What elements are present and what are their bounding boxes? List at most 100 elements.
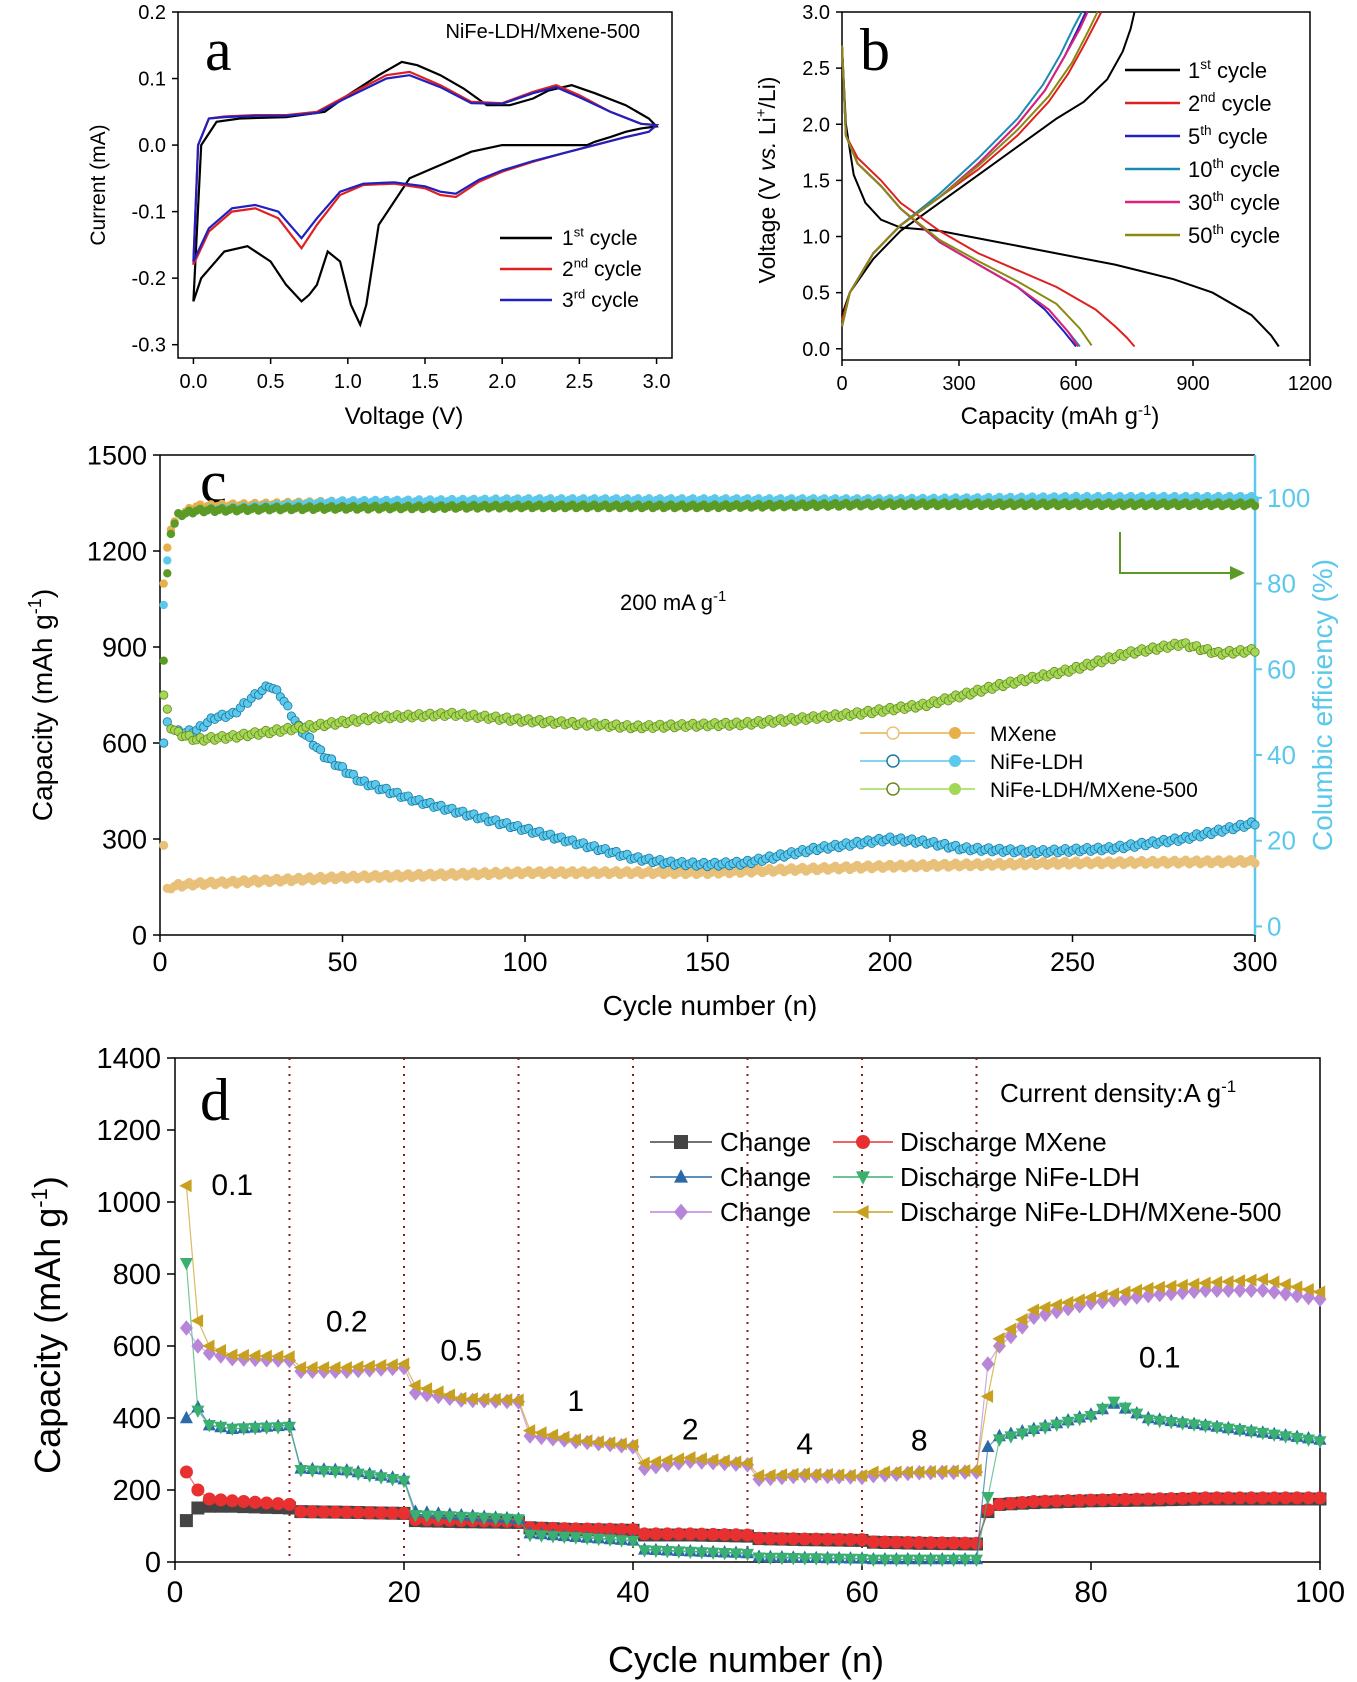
panel-c-y2-axis-label: Columbic efficiency (%) [1307, 559, 1338, 851]
panel-c-data-point [163, 543, 172, 552]
panel-d-data-point [1313, 1491, 1327, 1505]
panel-d-data-point [1244, 1282, 1258, 1298]
panel-d-data-point [1302, 1491, 1316, 1505]
panel-d-data-point [752, 1531, 766, 1545]
panel-c-legend-label-3: NiFe-LDH/MXene-500 [990, 779, 1198, 802]
panel-d-data-point [866, 1554, 880, 1567]
panel-d-data-point [614, 1437, 627, 1451]
panel-d-legend-charge-marker-1 [674, 1135, 688, 1149]
panel-d-data-point [374, 1506, 388, 1520]
panel-b-legend-label-5: 30th cycle [1188, 189, 1280, 215]
panel-d-data-point [179, 1179, 192, 1193]
panel-d-data-point [386, 1474, 400, 1487]
panel-d-y-tick-label: 1200 [96, 1115, 161, 1147]
panel-d-data-point [844, 1533, 858, 1547]
panel-d-data-point [775, 1532, 789, 1546]
panel-d-data-point [1096, 1403, 1109, 1417]
panel-b-legend-label-1: 1st cycle [1188, 57, 1267, 83]
panel-d-data-point [179, 1465, 193, 1479]
panel-d-data-point [339, 1361, 352, 1375]
panel-d-data-point [1267, 1491, 1281, 1505]
panel-d-data-point [1141, 1414, 1155, 1427]
panel-d-data-point [947, 1536, 961, 1550]
panel-d-data-point [1187, 1419, 1201, 1432]
panel-c-y-tick-label: 1500 [87, 440, 147, 470]
panel-label-b: b [860, 17, 890, 83]
panel-a-legend-label-2: 2nd cycle [562, 256, 642, 281]
panel-d-series-line [185, 1263, 1321, 1561]
panel-b-x-axis-label: Capacity (mAh g-1) [961, 402, 1160, 430]
panel-d-data-point [179, 1258, 193, 1271]
panel-a-x-tick-label: 1.5 [411, 371, 439, 393]
panel-d-data-point [431, 1385, 444, 1399]
panel-d-data-point [1153, 1492, 1167, 1506]
panel-d-data-point [592, 1522, 606, 1536]
panel-d-data-point [1289, 1280, 1303, 1294]
panel-a-x-tick-label: 2.0 [488, 371, 516, 393]
panel-d-data-point [1221, 1423, 1235, 1436]
panel-d-data-point [1107, 1493, 1121, 1507]
panel-d-data-point [809, 1532, 823, 1546]
panel-d-data-point [271, 1422, 285, 1435]
panel-c-data-point [1250, 820, 1260, 830]
panel-d-data-point [843, 1468, 856, 1482]
panel-d-data-point [957, 1464, 971, 1478]
panel-d-rate-label-2: 0.2 [326, 1306, 368, 1339]
panel-d-y-tick-label: 1400 [96, 1043, 161, 1075]
panel-c-data-point [159, 738, 169, 748]
panel-d-x-tick-label: 0 [167, 1576, 184, 1609]
panel-d-data-point [270, 1349, 284, 1363]
panel-b-legend-label-4: 10th cycle [1188, 156, 1280, 182]
panel-c-y2-tick-label: 40 [1267, 740, 1296, 770]
panel-d-data-point [649, 1527, 663, 1541]
panel-d-data-point [340, 1505, 354, 1519]
panel-d-data-point [935, 1554, 949, 1567]
panel-d-data-point [660, 1546, 674, 1559]
panel-c-legend-open-marker-1 [886, 726, 900, 740]
panel-d-data-point [866, 1535, 880, 1549]
panel-d-data-point [431, 1510, 445, 1524]
panel-b-x-tick-label: 1200 [1288, 373, 1333, 395]
panel-d-data-point [981, 1439, 995, 1452]
panel-d-data-point [683, 1546, 697, 1560]
panel-d-data-point [499, 1393, 513, 1407]
panel-d-data-point [328, 1466, 342, 1479]
panel-c-y2-tick-label: 20 [1267, 826, 1296, 856]
panel-d-data-point [1199, 1491, 1212, 1505]
panel-d-legend-discharge-marker-1 [856, 1135, 870, 1149]
panel-d-data-point [340, 1466, 354, 1480]
panel-d-data-point [568, 1433, 581, 1447]
panel-d-data-point [282, 1350, 295, 1364]
panel-c-y2-tick-label: 100 [1267, 483, 1310, 513]
panel-a-legend-label-3: 3rd cycle [562, 287, 639, 312]
panel-d-data-point [923, 1465, 936, 1479]
panel-c-series-3 [159, 638, 1260, 746]
panel-d-data-point [214, 1421, 228, 1435]
panel-d-data-point [512, 1514, 525, 1527]
panel-c-legend-open-marker-2 [886, 754, 900, 768]
panel-d-data-point [809, 1553, 823, 1566]
panel-d-data-point [786, 1553, 800, 1566]
panel-d-rate-label-8: 0.1 [1139, 1342, 1181, 1375]
panel-a-series-line-3 [192, 74, 660, 262]
panel-d-data-point [534, 1530, 548, 1543]
panel-d-data-point [901, 1535, 915, 1549]
panel-d-data-point [878, 1535, 892, 1549]
panel-d-data-point [1084, 1411, 1098, 1424]
panel-d-data-point [763, 1531, 777, 1545]
panel-b-series-line-1 [841, 45, 1280, 348]
panel-d-series-4 [179, 1258, 1327, 1567]
panel-d-data-point [1072, 1293, 1085, 1307]
panel-a-x-axis-label: Voltage (V) [345, 403, 464, 430]
panel-d-data-point [683, 1451, 696, 1465]
panel-d-data-point [293, 1361, 307, 1375]
panel-d-data-point [442, 1388, 455, 1402]
panel-d-data-point [1210, 1491, 1224, 1505]
panel-d-data-point [820, 1468, 833, 1481]
panel-d-data-point [672, 1527, 686, 1541]
panel-d-data-point [1084, 1493, 1098, 1507]
panel-d-data-point [1015, 1313, 1028, 1327]
panel-d-data-point [1186, 1277, 1200, 1291]
panel-c-data-point [159, 840, 169, 851]
panel-d-data-point [729, 1548, 743, 1561]
